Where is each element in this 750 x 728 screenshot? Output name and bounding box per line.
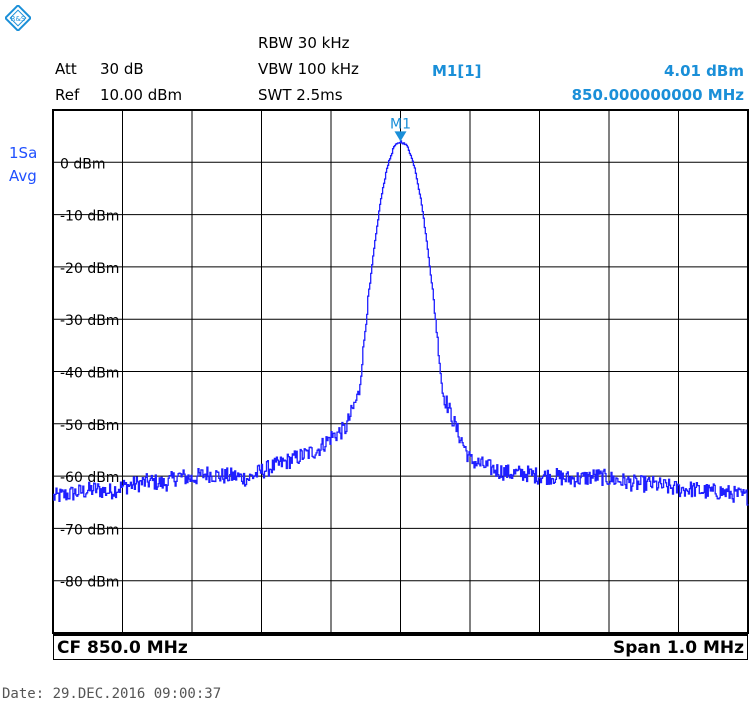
trace-line (53, 140, 749, 506)
date-stamp: Date: 29.DEC.2016 09:00:37 (2, 686, 222, 702)
rbw-readout: RBW 30 kHz (258, 34, 350, 52)
marker-id: M1[1] (432, 62, 482, 80)
y-tick-label: 0 dBm (60, 156, 106, 172)
trace-mode-1: 1Sa (9, 144, 38, 162)
span-readout: Span 1.0 MHz (613, 638, 744, 658)
y-tick-label: -10 dBm (60, 209, 119, 225)
center-frequency: CF 850.0 MHz (57, 638, 188, 658)
att-label: Att (55, 60, 77, 78)
y-tick-label: -40 dBm (60, 366, 119, 382)
trace-mode-2: Avg (9, 167, 37, 185)
y-tick-label: -80 dBm (60, 575, 119, 591)
y-tick-label: -70 dBm (60, 522, 119, 538)
marker-label: M1 (390, 116, 411, 132)
footer-bar (53, 634, 748, 660)
y-tick-label: -20 dBm (60, 261, 119, 277)
ref-value: 10.00 dBm (100, 86, 183, 104)
ref-label: Ref (55, 86, 80, 104)
y-tick-label: -60 dBm (60, 470, 119, 486)
spectrum-chart: 0 dBm -10 dBm -20 dBm -30 dBm -40 dBm -50 dBm… (52, 109, 749, 634)
vbw-readout: VBW 100 kHz (258, 60, 359, 78)
marker-triangle (394, 131, 407, 142)
marker-frequency: 850.000000000 MHz (571, 86, 744, 104)
y-tick-label: -50 dBm (60, 418, 119, 434)
att-value: 30 dB (100, 60, 144, 78)
rohde-schwarz-logo: R&S (5, 5, 31, 31)
swt-readout: SWT 2.5ms (258, 86, 343, 104)
marker-level: 4.01 dBm (663, 62, 744, 80)
svg-text:R&S: R&S (11, 15, 26, 23)
y-tick-label: -30 dBm (60, 313, 119, 329)
